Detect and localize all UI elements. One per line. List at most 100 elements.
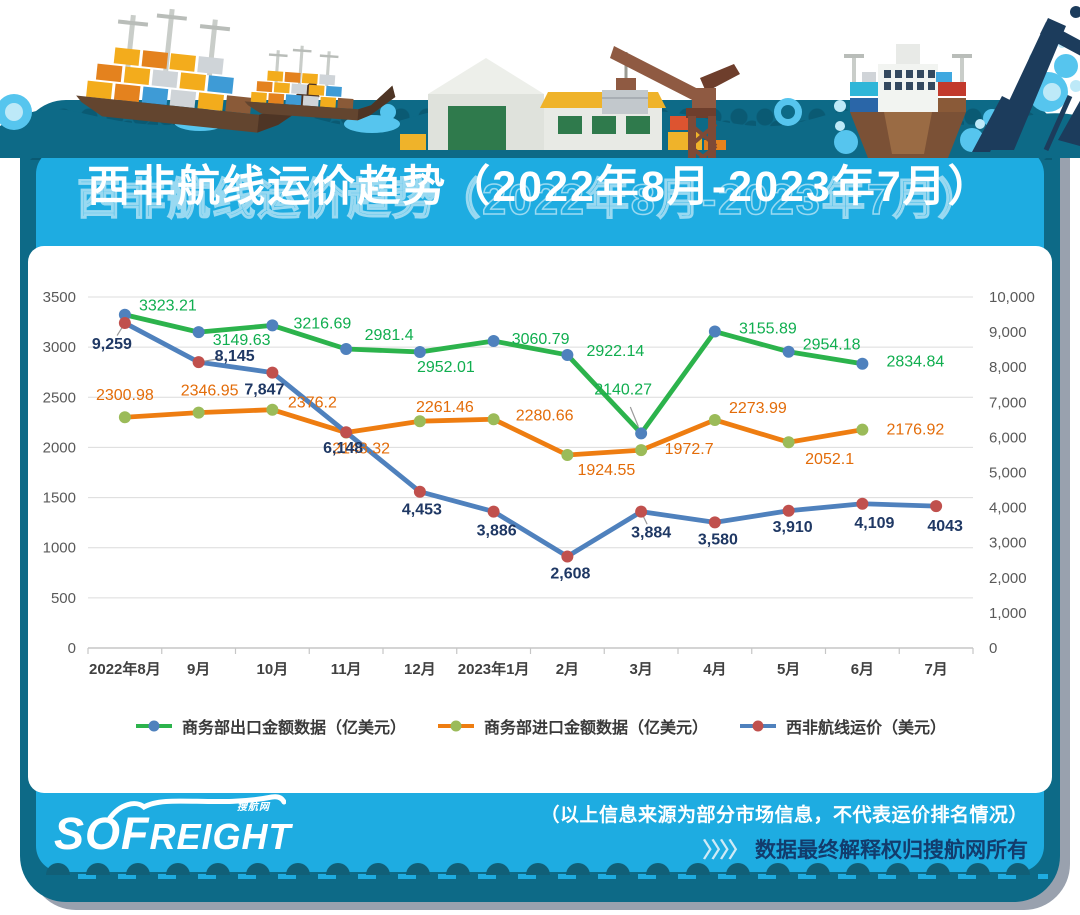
svg-text:2952.01: 2952.01 <box>417 359 475 376</box>
svg-text:2834.84: 2834.84 <box>886 354 944 371</box>
svg-text:1924.55: 1924.55 <box>577 462 635 479</box>
gridlines <box>87 296 974 654</box>
svg-text:2922.14: 2922.14 <box>586 343 644 360</box>
svg-text:3149.63: 3149.63 <box>213 332 271 349</box>
svg-text:11月: 11月 <box>331 661 362 678</box>
svg-text:3,000: 3,000 <box>989 535 1027 552</box>
series-freight-labels: 9,259 8,145 7,847 6,148 4,453 3,886 2,608 3,884… <box>92 336 963 582</box>
svg-text:2176.92: 2176.92 <box>886 422 944 439</box>
svg-text:0: 0 <box>68 640 76 657</box>
svg-text:2,000: 2,000 <box>989 570 1027 587</box>
scallop-border <box>46 863 1048 879</box>
svg-text:6,000: 6,000 <box>989 429 1027 446</box>
svg-text:2000: 2000 <box>43 439 76 456</box>
svg-text:6,148: 6,148 <box>323 440 363 457</box>
legend-item-freight: 西非航线运价（美元） <box>738 714 946 738</box>
svg-text:7,000: 7,000 <box>989 394 1027 411</box>
svg-text:1500: 1500 <box>43 490 76 507</box>
harbor-crane <box>602 46 740 158</box>
poster-card: 西非航线运价趋势（2022年8月-2023年7月） 西非航线运价趋势（2022年… <box>20 100 1060 902</box>
svg-text:3000: 3000 <box>43 339 76 356</box>
svg-text:9月: 9月 <box>187 661 210 678</box>
svg-text:4月: 4月 <box>703 661 726 678</box>
svg-text:5,000: 5,000 <box>989 465 1027 482</box>
svg-text:4,109: 4,109 <box>854 515 894 532</box>
legend-marker <box>135 720 172 732</box>
svg-text:10,000: 10,000 <box>989 289 1035 306</box>
svg-text:7,847: 7,847 <box>244 382 284 399</box>
harbor-ship <box>834 44 985 158</box>
svg-text:2300.98: 2300.98 <box>96 387 154 404</box>
legend-label: 商务部出口金额数据（亿美元） <box>181 720 406 737</box>
legend-label: 商务部进口金额数据（亿美元） <box>483 720 708 737</box>
logo-swoosh-icon <box>107 794 286 821</box>
chart-panel: 0 500 1000 1500 2000 2500 3000 3500 0 1,000 2,000 3… <box>28 246 1052 793</box>
svg-text:9,259: 9,259 <box>92 336 132 353</box>
axis-labels: 0 500 1000 1500 2000 2500 3000 3500 0 1,000 2,000 3… <box>43 289 1035 657</box>
svg-text:3155.89: 3155.89 <box>739 321 797 338</box>
series-export <box>118 308 869 440</box>
svg-text:3月: 3月 <box>629 661 652 678</box>
svg-text:2954.18: 2954.18 <box>803 337 861 354</box>
series-import-labels: 2300.98 2346.95 2376.2 2148.32 2261.46 2280.6… <box>96 383 944 479</box>
category-labels: 2022年8月 9月 10月 11月 12月 2023年1月 2月 3月 4月 5月 6月 7月 <box>89 660 948 678</box>
svg-text:2140.27: 2140.27 <box>594 381 652 398</box>
svg-text:7月: 7月 <box>924 661 947 678</box>
svg-text:2148.32: 2148.32 <box>332 441 390 458</box>
chevrons-icon: 〉〉〉〉 <box>702 839 749 862</box>
disclaimer-text: （以上信息来源为部分市场信息，不代表运价排名情况） <box>540 805 1028 826</box>
legend-label: 西非航线运价（美元） <box>786 720 947 737</box>
svg-text:4,000: 4,000 <box>989 500 1027 517</box>
svg-text:2280.66: 2280.66 <box>516 407 574 424</box>
title-block: 西非航线运价趋势（2022年8月-2023年7月） 西非航线运价趋势（2022年… <box>20 152 1060 248</box>
svg-text:0: 0 <box>989 640 997 657</box>
chart-legend: 商务部出口金额数据（亿美元） 商务部进口金额数据（亿美元） 西非航线运价（美元） <box>28 714 1052 738</box>
series-freight <box>116 317 943 563</box>
footer-notes: （以上信息来源为部分市场信息，不代表运价排名情况） 〉〉〉〉 数据最终解释权归搜航… <box>540 800 1028 864</box>
svg-text:1,000: 1,000 <box>989 605 1027 622</box>
svg-text:3500: 3500 <box>43 289 76 306</box>
svg-text:2,608: 2,608 <box>550 565 590 582</box>
svg-text:3,886: 3,886 <box>477 523 517 540</box>
svg-text:2500: 2500 <box>43 389 76 406</box>
svg-text:10月: 10月 <box>257 661 289 678</box>
line-chart: 0 500 1000 1500 2000 2500 3000 3500 0 1,000 2,000 3… <box>43 289 1035 678</box>
svg-text:3,910: 3,910 <box>773 519 813 536</box>
copyright-text: 〉〉〉〉 数据最终解释权归搜航网所有 <box>702 839 1029 862</box>
harbor-illustration <box>0 0 1080 158</box>
svg-text:6月: 6月 <box>851 661 874 678</box>
legend-marker <box>740 720 776 732</box>
svg-text:12月: 12月 <box>404 661 436 678</box>
svg-text:2月: 2月 <box>556 661 579 678</box>
svg-text:2981.4: 2981.4 <box>365 327 414 344</box>
legend-marker <box>437 720 474 732</box>
svg-text:3216.69: 3216.69 <box>293 315 351 332</box>
page-title: 西非航线运价趋势（2022年8月-2023年7月） <box>87 163 993 211</box>
warehouse <box>400 58 726 150</box>
svg-text:9,000: 9,000 <box>989 324 1027 341</box>
cargo-ship-small <box>243 41 399 123</box>
logo-text: SOFREIGHT <box>54 808 292 859</box>
svg-text:2261.46: 2261.46 <box>416 399 474 416</box>
svg-text:3,884: 3,884 <box>631 525 671 542</box>
sofreight-logo: SOFREIGHT 搜航网 <box>54 794 292 864</box>
page-title-shadow: 西非航线运价趋势（2022年8月-2023年7月） <box>77 175 983 225</box>
svg-text:4,453: 4,453 <box>402 502 442 519</box>
svg-text:1972.7: 1972.7 <box>665 441 714 458</box>
svg-text:2052.1: 2052.1 <box>805 451 854 468</box>
svg-text:2376.2: 2376.2 <box>288 395 337 412</box>
svg-text:2346.95: 2346.95 <box>181 383 239 400</box>
svg-text:500: 500 <box>51 590 76 607</box>
svg-text:1000: 1000 <box>43 540 76 557</box>
svg-text:2023年1月: 2023年1月 <box>458 660 530 678</box>
footer: SOFREIGHT 搜航网 （以上信息来源为部分市场信息，不代表运价排名情况） … <box>28 794 1052 872</box>
dock-crane-silhouette <box>972 6 1080 152</box>
svg-text:2273.99: 2273.99 <box>729 400 787 417</box>
legend-item-import: 商务部进口金额数据（亿美元） <box>436 714 708 738</box>
logo-tagline: 搜航网 <box>237 802 270 813</box>
svg-text:5月: 5月 <box>777 661 800 678</box>
legend-item-export: 商务部出口金额数据（亿美元） <box>134 714 406 738</box>
svg-text:4043: 4043 <box>927 518 963 535</box>
